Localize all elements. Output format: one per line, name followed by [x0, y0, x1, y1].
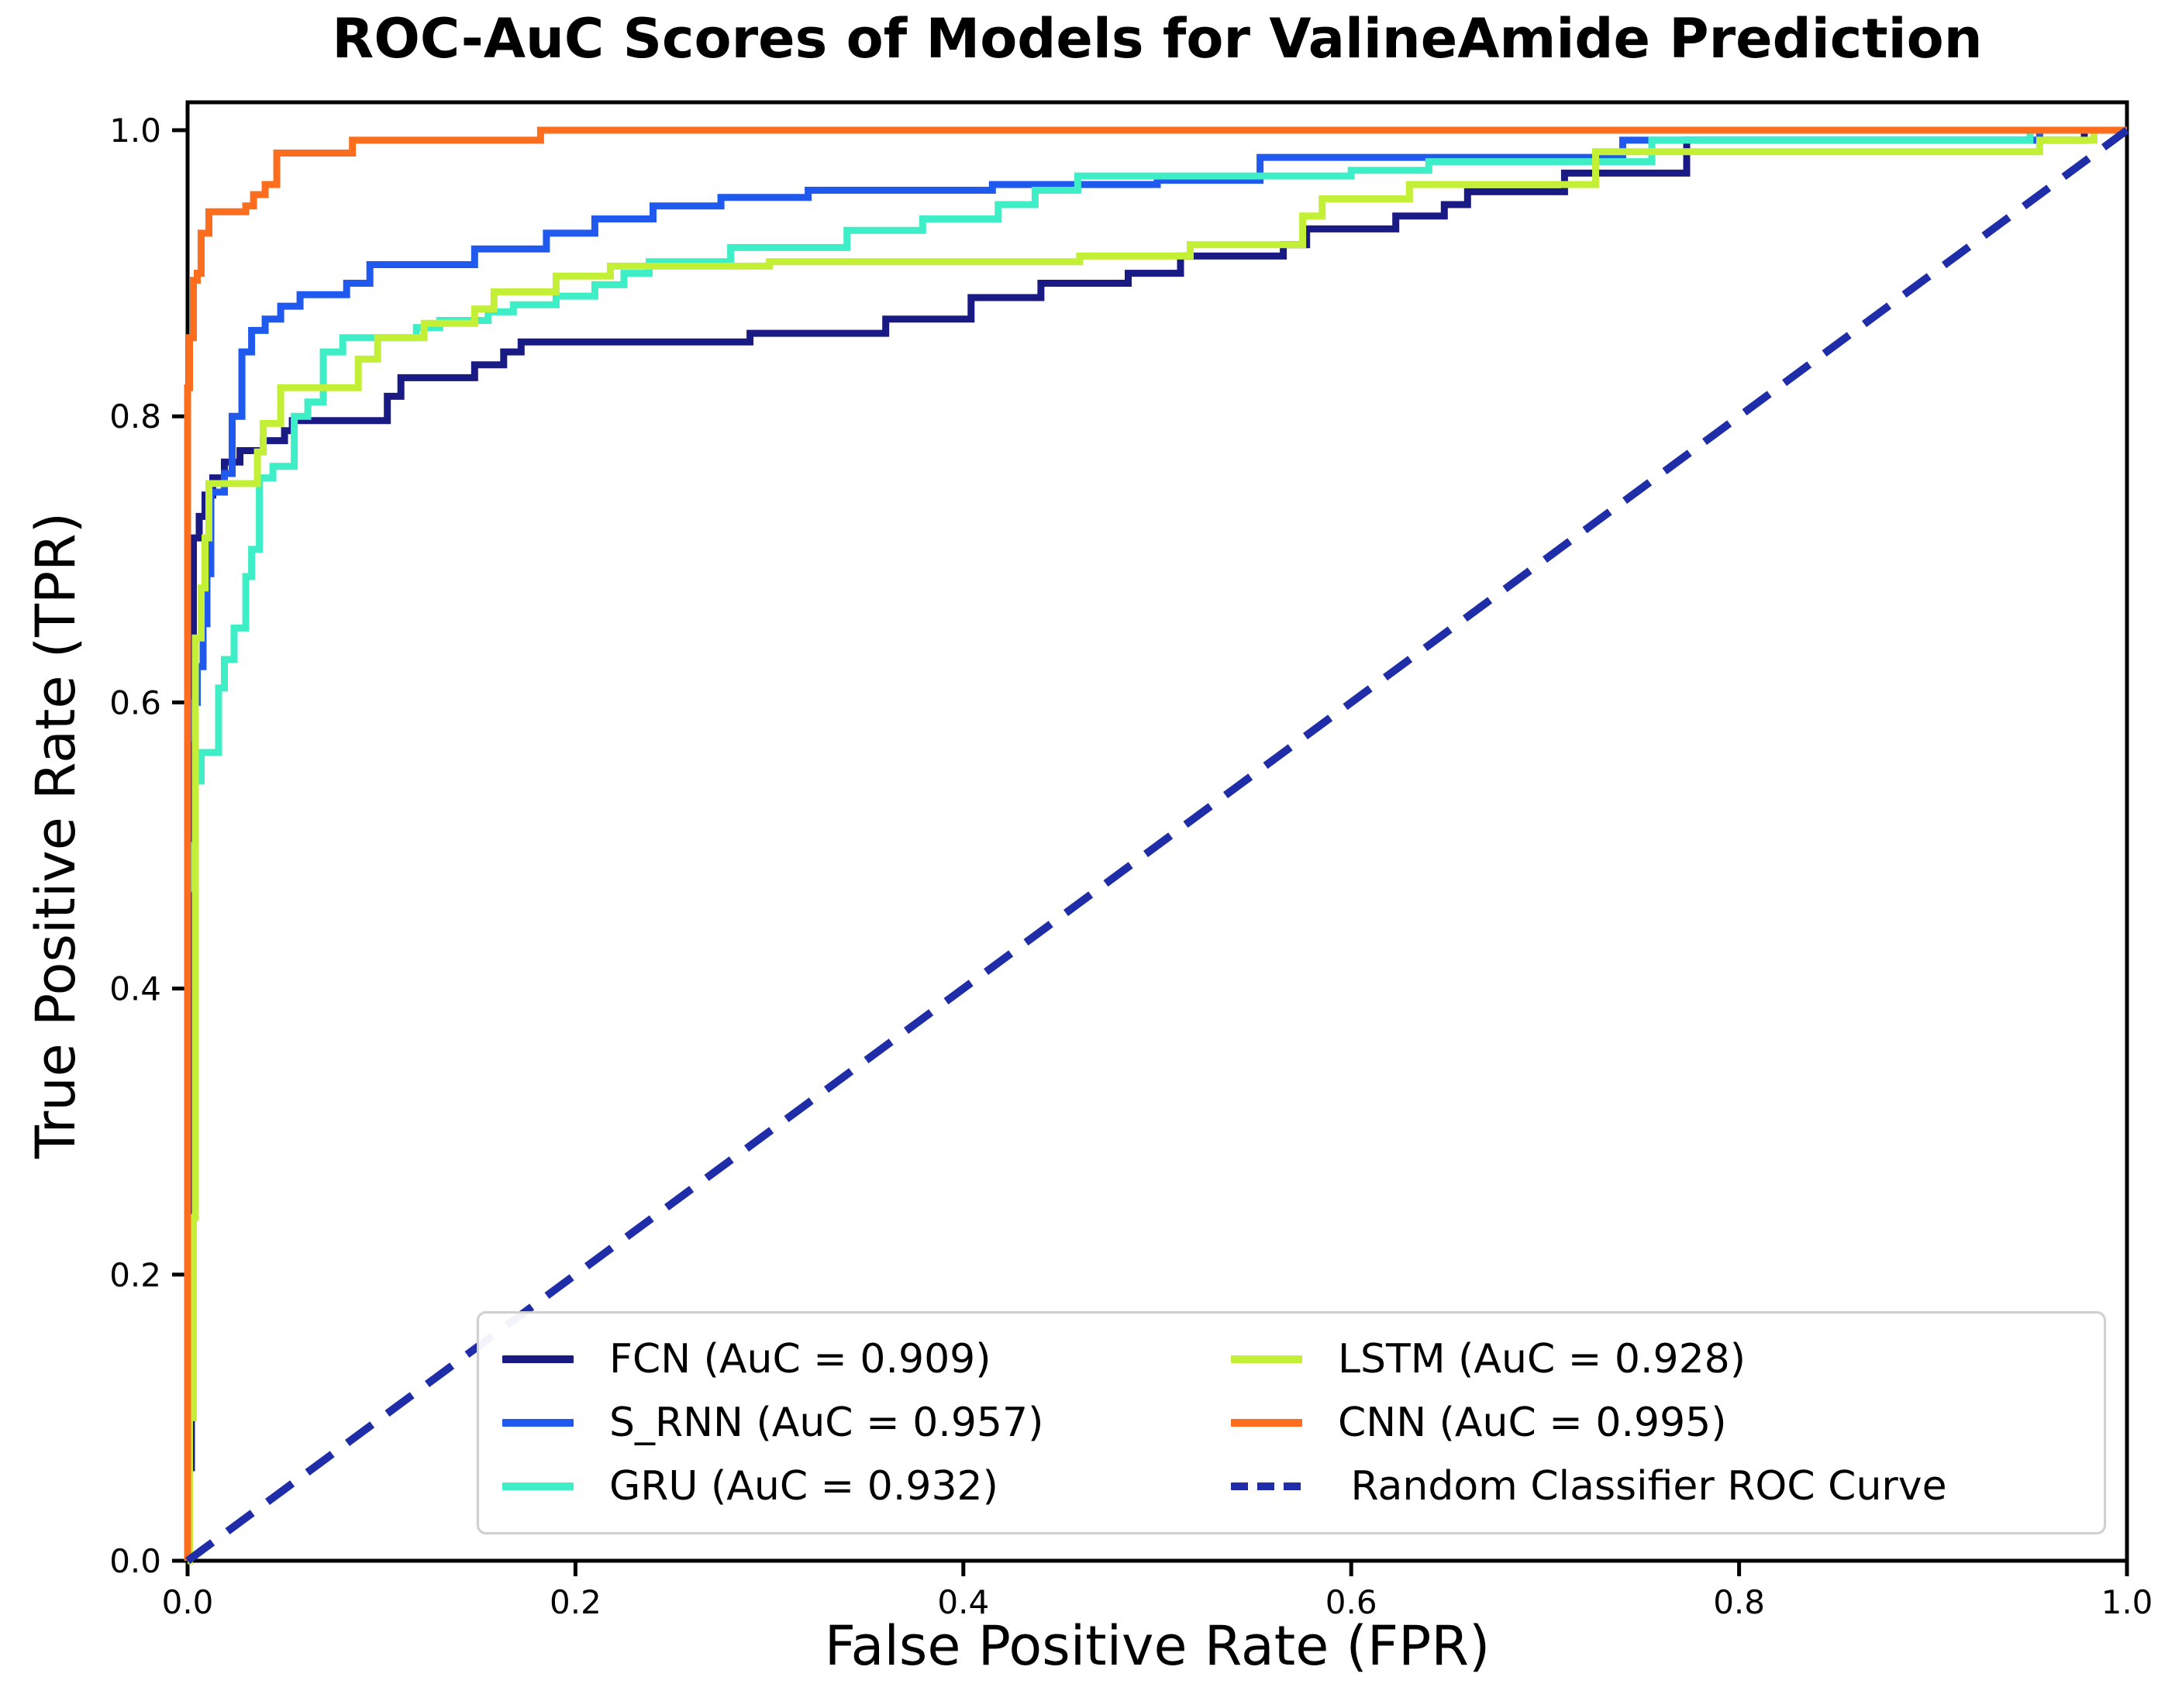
x-tick-label: 0.0: [162, 1583, 214, 1621]
x-tick-label: 0.4: [937, 1583, 989, 1621]
y-tick-label: 0.8: [109, 398, 161, 436]
s-rnn-line-swatch: [502, 1419, 574, 1427]
legend-item-fcn: FCN (AuC = 0.909): [502, 1339, 1231, 1379]
y-tick-label: 0.2: [109, 1256, 161, 1294]
y-tick-label: 0.4: [109, 970, 161, 1008]
lstm-line-swatch: [1231, 1355, 1302, 1363]
y-tick-label: 0.0: [109, 1542, 161, 1580]
gru-line-swatch: [502, 1482, 574, 1490]
legend-label: GRU (AuC = 0.932): [609, 1463, 998, 1510]
y-tick-label: 1.0: [109, 112, 161, 150]
legend: FCN (AuC = 0.909) S_RNN (AuC = 0.957) GR…: [477, 1311, 2106, 1534]
fcn-line-swatch: [502, 1355, 574, 1363]
legend-item-gru: GRU (AuC = 0.932): [502, 1466, 1231, 1507]
x-tick-label: 0.6: [1325, 1583, 1377, 1621]
legend-label: Random Classifier ROC Curve: [1338, 1463, 1947, 1510]
legend-item-s-rnn: S_RNN (AuC = 0.957): [502, 1403, 1231, 1443]
legend-item-cnn: CNN (AuC = 0.995): [1231, 1403, 2080, 1443]
curve-cnn: [184, 126, 2127, 1561]
legend-label: LSTM (AuC = 0.928): [1338, 1336, 1746, 1383]
legend-item-lstm: LSTM (AuC = 0.928): [1231, 1339, 2080, 1379]
y-axis-label: True Positive Rate (TPR): [24, 511, 88, 1159]
chart-title: ROC-AuC Scores of Models for ValineAmide…: [332, 7, 1983, 71]
x-tick-label: 0.8: [1713, 1583, 1765, 1621]
legend-label: S_RNN (AuC = 0.957): [609, 1400, 1044, 1446]
cnn-line-swatch: [1231, 1419, 1302, 1427]
curve-lstm: [186, 126, 2127, 1565]
y-tick-label: 0.6: [109, 684, 161, 721]
legend-label: FCN (AuC = 0.909): [609, 1336, 991, 1383]
x-tick-label: 1.0: [2101, 1583, 2153, 1621]
x-axis-label: False Positive Rate (FPR): [824, 1614, 1491, 1678]
legend-item-random-classifier: Random Classifier ROC Curve: [1231, 1466, 2080, 1507]
random-dashed-line-swatch: [1231, 1482, 1302, 1490]
x-tick-label: 0.2: [550, 1583, 602, 1621]
legend-label: CNN (AuC = 0.995): [1338, 1400, 1727, 1446]
